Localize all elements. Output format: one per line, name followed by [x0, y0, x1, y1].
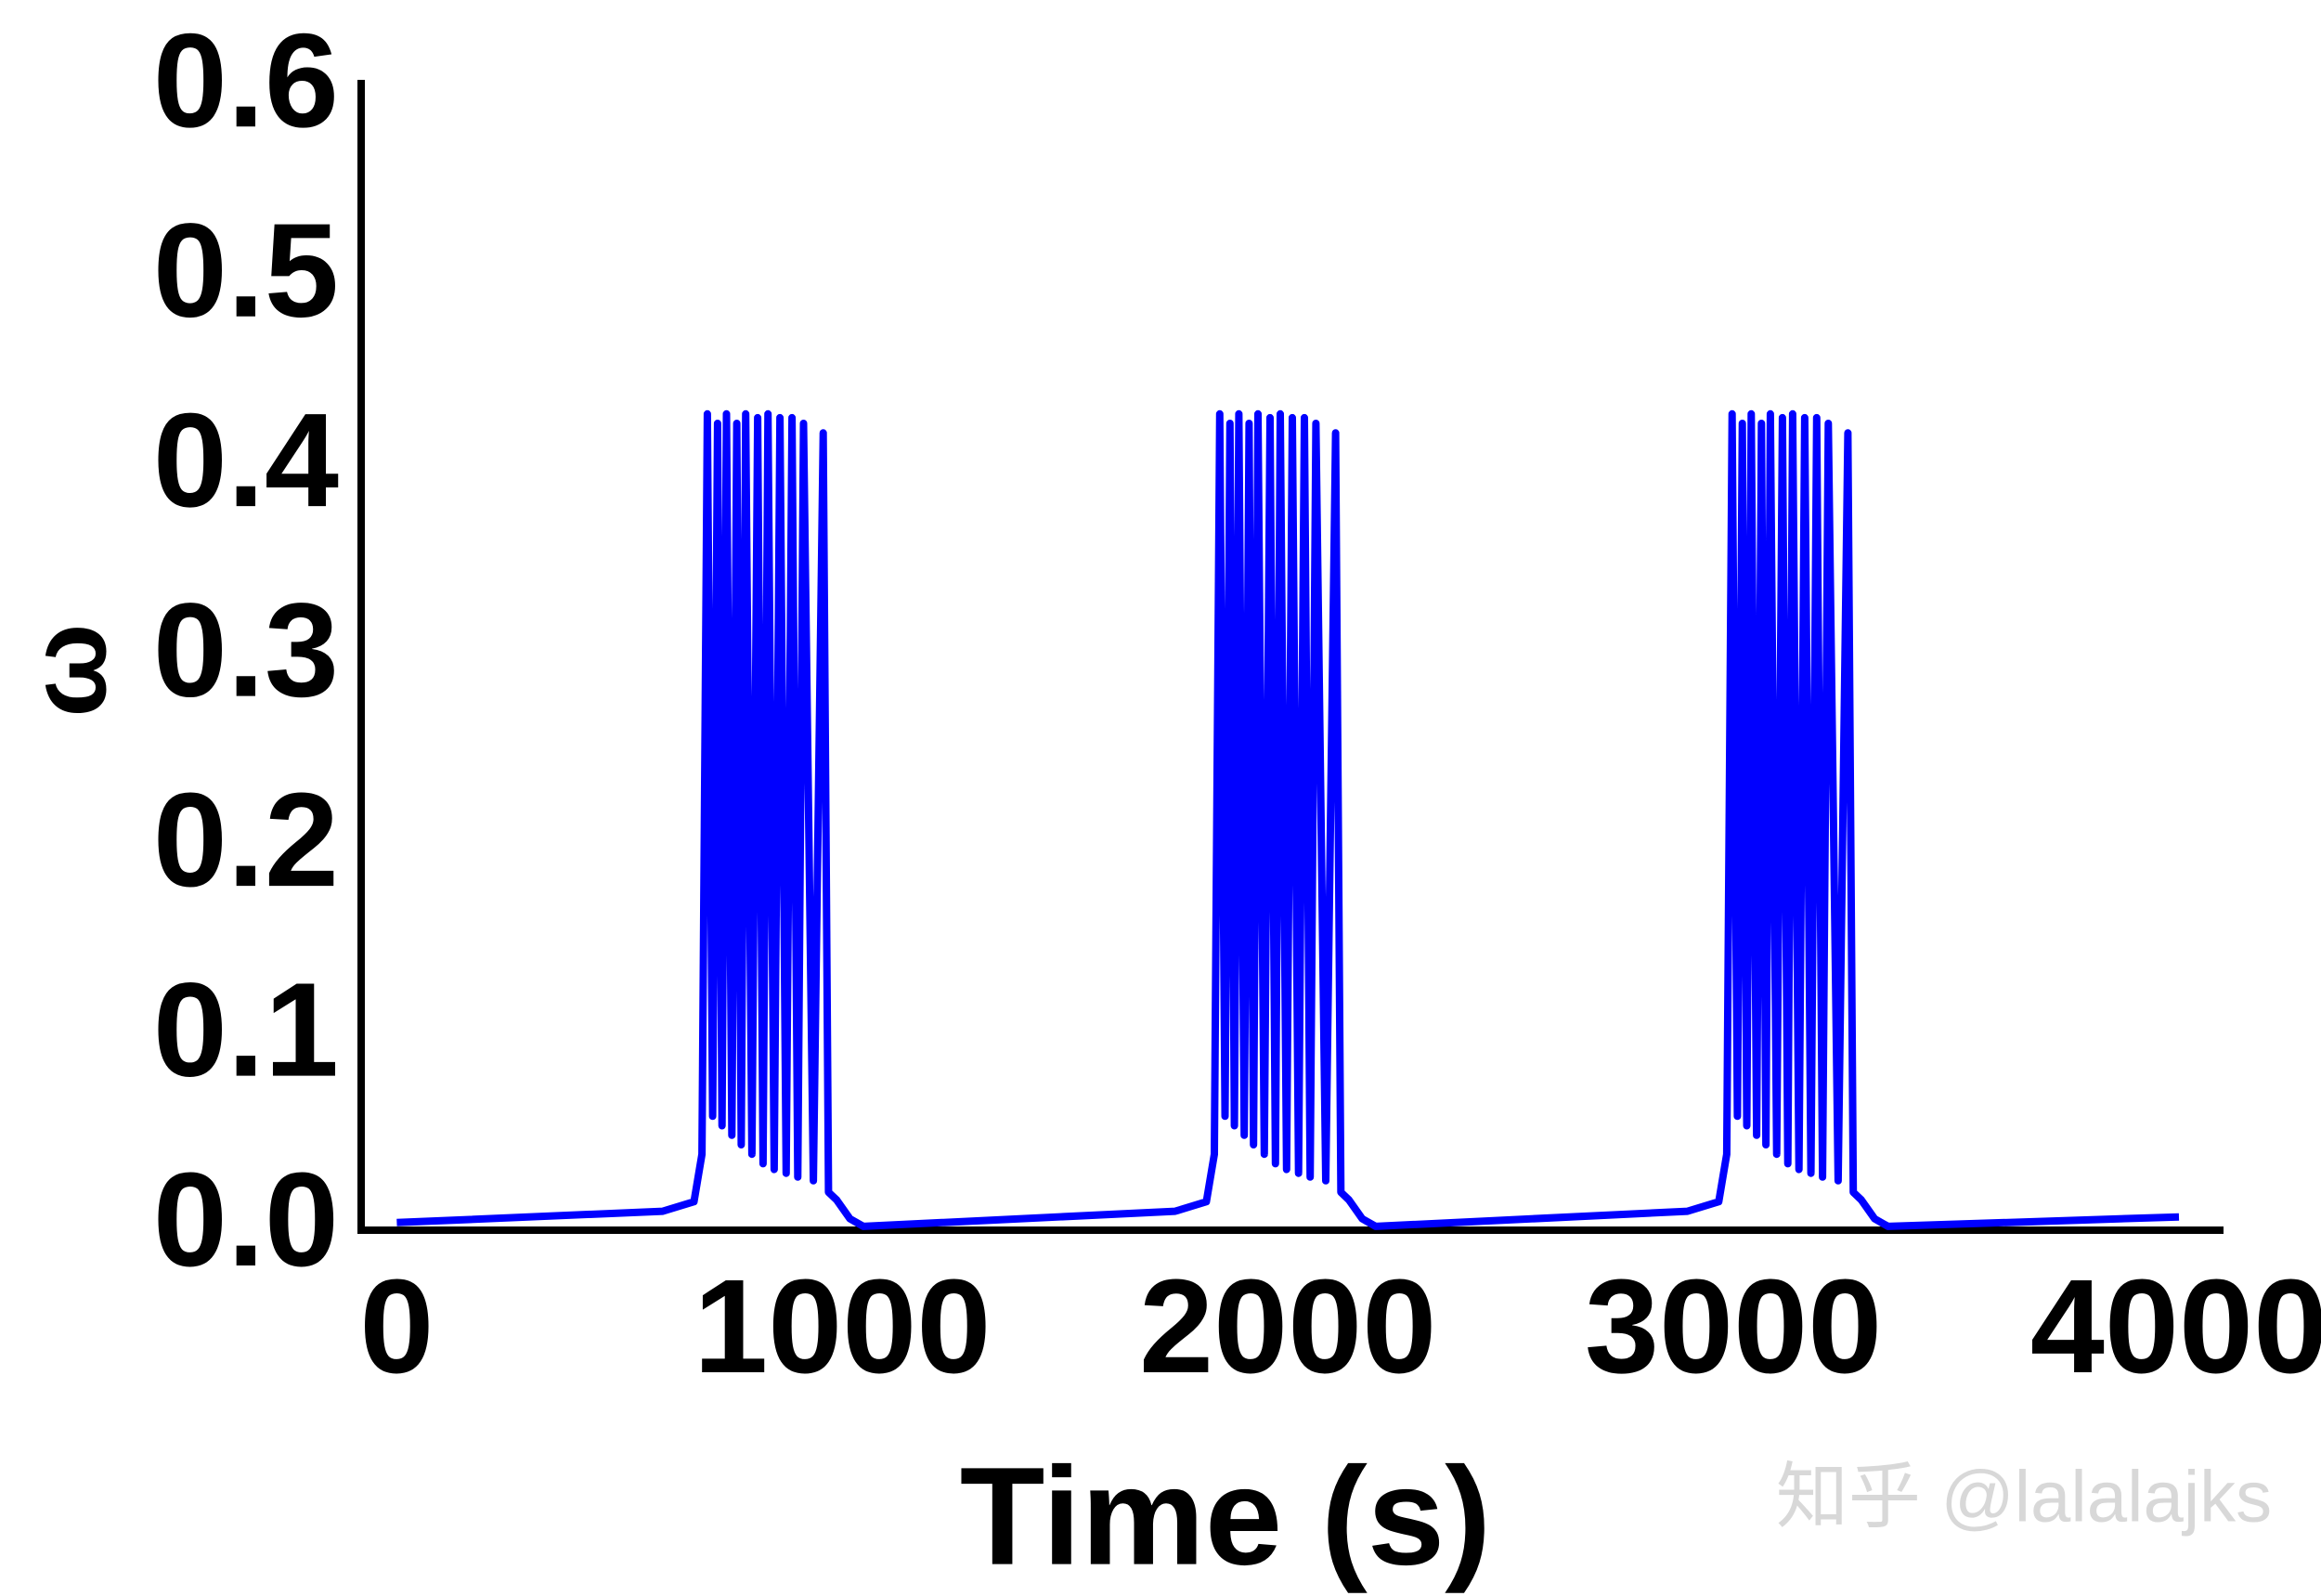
data-line [396, 409, 2180, 1230]
y-tick-label: 0.3 [153, 576, 339, 725]
x-tick-label: 4000 [2030, 1252, 2321, 1401]
y-tick-label: 0.5 [153, 196, 339, 345]
y-tick-label: 0.0 [153, 1145, 339, 1294]
watermark: 知乎 @lalalajks [1776, 1456, 2272, 1538]
y-tick-label: 0.2 [153, 765, 339, 915]
y-tick-label: 0.4 [153, 385, 339, 535]
x-tick-label: 1000 [694, 1252, 991, 1401]
x-tick-label: 0 [359, 1252, 434, 1401]
y-tick-label: 0.1 [153, 955, 339, 1105]
x-axis-label: Time (s) [960, 1438, 1491, 1594]
x-tick-label: 2000 [1139, 1252, 1436, 1401]
y-axis-label: ω [6, 623, 130, 717]
x-tick-label: 3000 [1585, 1252, 1882, 1401]
y-tick-label: 0.6 [153, 6, 339, 155]
